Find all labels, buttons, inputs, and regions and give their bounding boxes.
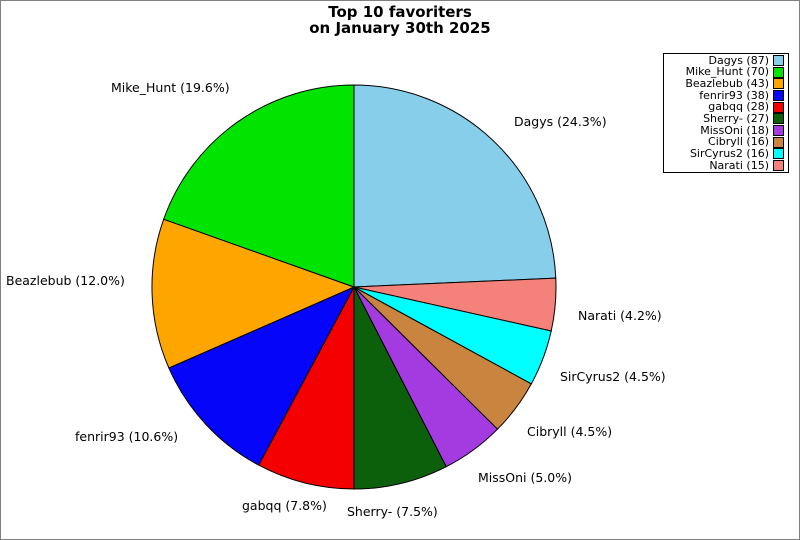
legend-swatch-Narati — [773, 160, 784, 172]
legend: Dagys (87) Mike_Hunt (70) Beazlebub (43) fe… — [663, 53, 789, 173]
legend-row-SirCyrus2: SirCyrus2 (16) — [666, 148, 784, 160]
legend-label-fenrir93: fenrir93 (38) — [699, 88, 769, 102]
legend-label-Narati: Narati (15) — [709, 158, 769, 172]
legend-row-Beazlebub: Beazlebub (43) — [666, 78, 784, 90]
slice-callout-Mike_Hunt: Mike_Hunt (19.6%) — [111, 80, 230, 95]
legend-row-fenrir93: fenrir93 (38) — [666, 88, 784, 102]
pie-slice-Sherry- — [353, 286, 447, 490]
slice-callout-Cibryll: Cibryll (4.5%) — [527, 424, 613, 439]
legend-label-Beazlebub: Beazlebub (43) — [685, 76, 769, 90]
slice-callout-gabqq: gabqq (7.8%) — [242, 498, 327, 513]
legend-row-gabqq: gabqq (28) — [666, 101, 784, 113]
legend-label-Sherry-: Sherry- (27) — [703, 112, 769, 125]
chart-title-line2: on January 30th 2025 — [309, 19, 491, 37]
pie-slice-Mike_Hunt — [163, 84, 355, 288]
slice-callout-fenrir93: fenrir93 (10.6%) — [75, 429, 179, 444]
legend-row-MissOni: MissOni (18) — [666, 123, 784, 137]
legend-row-Dagys: Dagys (87) — [666, 53, 784, 67]
legend-row-Mike_Hunt: Mike_Hunt (70) — [666, 66, 784, 78]
legend-label-MissOni: MissOni (18) — [700, 123, 769, 137]
legend-swatch-SirCyrus2 — [773, 148, 784, 160]
slice-callout-Narati: Narati (4.2%) — [578, 308, 662, 323]
legend-swatch-gabqq — [773, 101, 784, 113]
chart-title-line1: Top 10 favoriters — [328, 3, 472, 21]
legend-swatch-Cibryll — [773, 136, 784, 148]
slice-callout-Sherry-: Sherry- (7.5%) — [347, 504, 438, 519]
legend-row-Narati: Narati (15) — [666, 160, 784, 172]
slice-callout-Dagys: Dagys (24.3%) — [514, 114, 607, 129]
legend-label-Cibryll: Cibryll (16) — [708, 135, 769, 149]
slice-callout-MissOni: MissOni (5.0%) — [478, 470, 573, 485]
slice-callout-SirCyrus2: SirCyrus2 (4.5%) — [560, 369, 666, 384]
chart-title: Top 10 favoriters on January 30th 2025 — [1, 4, 799, 36]
slice-callout-Beazlebub: Beazlebub (12.0%) — [6, 273, 125, 288]
pie-slice-Dagys — [353, 84, 557, 288]
legend-swatch-fenrir93 — [773, 89, 784, 101]
legend-label-gabqq: gabqq (28) — [708, 100, 769, 114]
legend-label-Dagys: Dagys (87) — [708, 53, 769, 67]
legend-swatch-Mike_Hunt — [773, 66, 784, 78]
legend-row-Sherry-: Sherry- (27) — [666, 113, 784, 125]
pie-slice-gabqq — [258, 286, 355, 490]
legend-swatch-Sherry- — [773, 113, 784, 125]
legend-row-Cibryll: Cibryll (16) — [666, 136, 784, 148]
legend-swatch-Beazlebub — [773, 78, 784, 90]
pie-slice-Beazlebub — [151, 218, 356, 369]
legend-swatch-Dagys — [773, 54, 784, 66]
pie-slice-fenrir93 — [168, 285, 356, 466]
legend-label-SirCyrus2: SirCyrus2 (16) — [689, 147, 769, 161]
legend-swatch-MissOni — [773, 125, 784, 137]
legend-label-Mike_Hunt: Mike_Hunt (70) — [685, 65, 769, 79]
